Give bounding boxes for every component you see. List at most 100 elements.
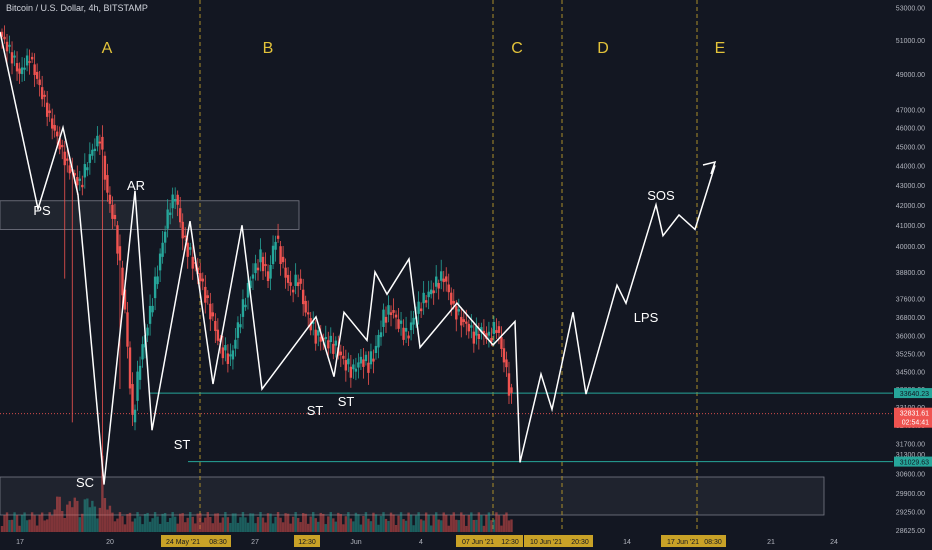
volume-bar: [146, 512, 149, 532]
candle-body: [465, 321, 468, 324]
y-tick-label: 46000.00: [896, 126, 925, 133]
volume-bar: [221, 517, 225, 532]
volume-bar: [397, 515, 400, 532]
candle-body: [399, 320, 403, 324]
candle-body: [56, 131, 59, 137]
candle-body: [166, 209, 169, 229]
candle-body: [199, 273, 202, 282]
volume-bar: [236, 522, 240, 532]
candle-body: [8, 44, 11, 47]
volume-bar: [111, 512, 114, 532]
candle-body: [312, 321, 315, 324]
candle-body: [186, 242, 189, 257]
candle-body: [216, 329, 220, 341]
candle-body: [354, 368, 358, 372]
candle-body: [45, 102, 49, 117]
volume-bar: [28, 519, 31, 532]
candle-body: [490, 337, 493, 342]
candle-body: [0, 31, 4, 37]
volume-bar: [281, 522, 285, 532]
volume-bar: [81, 513, 84, 532]
candle-body: [339, 351, 343, 356]
volume-bar: [50, 515, 54, 532]
volume-bar: [201, 522, 204, 532]
volume-bar: [251, 513, 255, 532]
volume-bar: [163, 513, 167, 532]
volume-bar: [136, 512, 139, 532]
volume-bar: [462, 514, 466, 532]
volume-bar: [304, 513, 307, 532]
volume-bar: [45, 519, 49, 532]
volume-bar: [470, 512, 473, 532]
volume-bar: [482, 525, 486, 532]
volume-bar: [374, 514, 378, 532]
candle-body: [191, 256, 194, 269]
candle-body: [128, 347, 132, 389]
candle-body: [156, 276, 159, 285]
volume-bar: [78, 517, 82, 532]
candle-body: [111, 204, 114, 219]
candle-body: [224, 345, 227, 351]
candle-body: [3, 36, 6, 40]
candle-body: [352, 364, 355, 370]
volume-bar: [475, 519, 478, 532]
candle-body: [387, 305, 390, 315]
volume-bar: [61, 511, 64, 532]
volume-bar: [259, 512, 262, 532]
volume-bar: [384, 518, 388, 532]
volume-bar: [429, 525, 433, 532]
candle-body: [239, 324, 242, 328]
candle-body: [103, 155, 107, 180]
candle-body: [116, 225, 119, 254]
annotation-sc: SC: [76, 475, 94, 490]
volume-bar: [209, 517, 212, 532]
candle-body: [402, 327, 405, 340]
volume-bar: [500, 525, 503, 532]
candle-body: [294, 274, 297, 286]
candle-body: [389, 312, 393, 316]
volume-bar: [8, 520, 11, 532]
annotation-ar: AR: [127, 178, 145, 193]
volume-bar: [266, 513, 270, 532]
candle-body: [163, 231, 167, 243]
candle-body: [382, 309, 385, 327]
candle-body: [234, 339, 237, 349]
volume-bar: [317, 521, 320, 532]
candle-body: [123, 289, 127, 310]
candle-body: [33, 64, 36, 76]
volume-bar: [131, 521, 134, 532]
candle-body: [133, 409, 137, 423]
candle-body: [76, 176, 79, 186]
volume-bar: [216, 513, 220, 532]
volume-bar: [66, 504, 69, 532]
volume-bar: [38, 514, 41, 532]
volume-bar: [13, 512, 16, 532]
volume-bar: [434, 512, 438, 532]
volume-bar: [437, 519, 440, 532]
y-tick-label: 51000.00: [896, 38, 925, 45]
candle-body: [158, 253, 162, 271]
volume-bar: [452, 512, 455, 532]
candle-body: [108, 194, 112, 204]
candle-body: [357, 362, 360, 368]
x-tick-label: 10 Jun '21: [530, 539, 562, 546]
volume-bar: [319, 512, 322, 532]
candle-body: [437, 283, 440, 289]
volume-bar: [422, 520, 425, 532]
volume-bar: [219, 522, 222, 532]
volume-bar: [231, 513, 235, 532]
candle-body: [101, 136, 104, 150]
volume-bar: [367, 518, 370, 532]
candle-body: [63, 151, 66, 166]
current-price-countdown: 02:54:41: [902, 420, 929, 427]
x-tick-highlight: [524, 535, 568, 547]
candle-body: [214, 320, 217, 332]
x-tick-label: 17 Jun '21: [667, 539, 699, 546]
candle-body: [419, 308, 423, 312]
candle-body: [407, 335, 410, 339]
volume-bar: [56, 496, 59, 532]
volume-bar: [148, 521, 152, 532]
candle-body: [211, 312, 215, 317]
price-badge-lower-text: 31029.63: [900, 460, 929, 467]
